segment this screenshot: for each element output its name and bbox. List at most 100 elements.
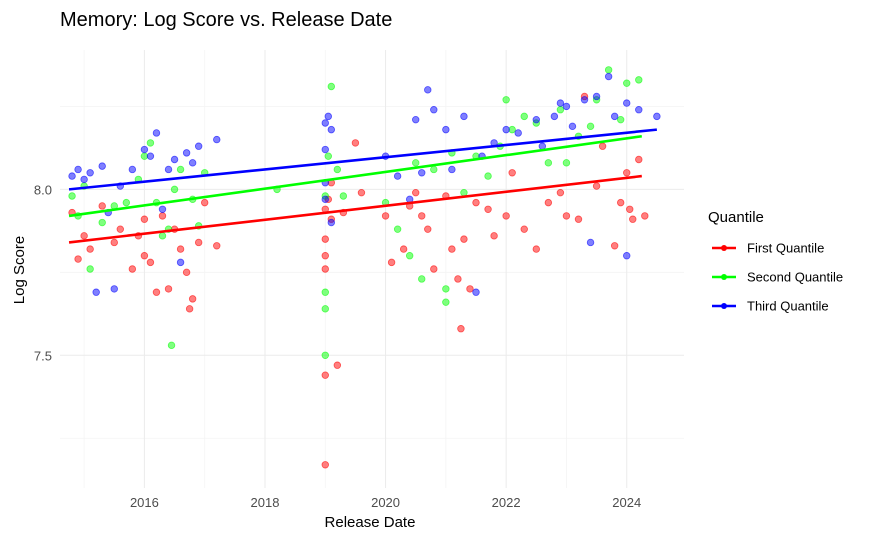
first-quantile-point bbox=[74, 255, 82, 263]
third-quantile-point bbox=[568, 122, 577, 131]
x-tick-label: 2020 bbox=[371, 495, 400, 510]
third-quantile-point bbox=[623, 252, 631, 260]
first-quantile-point bbox=[623, 169, 631, 177]
grid bbox=[60, 50, 684, 488]
first-quantile-point bbox=[635, 155, 643, 164]
second-quantile-series bbox=[68, 66, 643, 359]
first-quantile-point bbox=[454, 275, 462, 283]
third-quantile-point bbox=[98, 162, 106, 170]
third-quantile-point bbox=[80, 175, 88, 184]
first-quantile-point bbox=[321, 235, 329, 243]
first-quantile-point bbox=[176, 245, 185, 253]
third-quantile-point bbox=[586, 238, 595, 247]
second-quantile-point bbox=[393, 225, 402, 233]
first-quantile-point bbox=[610, 242, 619, 250]
x-tick-label: 2024 bbox=[612, 495, 641, 510]
third-quantile-point bbox=[327, 218, 336, 227]
x-tick-label: 2018 bbox=[251, 495, 280, 510]
second-quantile-point bbox=[170, 185, 179, 194]
third-quantile-point bbox=[158, 205, 167, 213]
third-quantile-point bbox=[502, 125, 510, 134]
first-quantile-point bbox=[641, 212, 649, 220]
second-quantile-point bbox=[146, 139, 155, 147]
first-quantile-point bbox=[598, 142, 607, 150]
y-tick-label: 8.0 bbox=[34, 182, 52, 197]
first-quantile-point bbox=[321, 265, 329, 273]
third-quantile-trend-line bbox=[68, 128, 658, 191]
second-quantile-point bbox=[339, 192, 348, 200]
first-quantile-point bbox=[357, 188, 366, 197]
first-quantile-point bbox=[321, 252, 329, 260]
first-quantile-legend-dot bbox=[721, 245, 727, 251]
first-quantile-point bbox=[146, 258, 155, 267]
first-quantile-point bbox=[448, 245, 456, 253]
first-quantile-point bbox=[80, 232, 88, 240]
first-quantile-point bbox=[616, 198, 625, 207]
third-quantile-point bbox=[324, 112, 332, 121]
third-quantile-point bbox=[653, 112, 661, 121]
y-tick-label: 7.5 bbox=[34, 348, 52, 363]
first-quantile-point bbox=[321, 461, 329, 469]
second-quantile-point bbox=[122, 198, 131, 207]
second-quantile-point bbox=[604, 66, 613, 74]
third-quantile-point bbox=[550, 112, 559, 121]
second-quantile-point bbox=[442, 298, 450, 306]
first-quantile-point bbox=[128, 265, 137, 273]
first-quantile-point bbox=[321, 371, 329, 379]
first-quantile-point bbox=[412, 188, 420, 197]
third-quantile-point bbox=[188, 159, 197, 167]
first-quantile-point bbox=[387, 258, 396, 267]
third-quantile-point bbox=[128, 165, 137, 174]
first-quantile-point bbox=[502, 212, 510, 220]
first-quantile-point bbox=[430, 265, 438, 273]
third-quantile-point bbox=[430, 106, 438, 114]
third-quantile-point bbox=[514, 129, 522, 137]
third-quantile-point bbox=[110, 285, 118, 293]
first-quantile-point bbox=[490, 232, 498, 240]
first-quantile-legend-label: First Quantile bbox=[747, 241, 824, 256]
second-quantile-point bbox=[324, 152, 332, 160]
first-quantile-point bbox=[424, 225, 432, 233]
third-quantile-point bbox=[146, 152, 155, 160]
first-quantile-point bbox=[152, 288, 161, 296]
first-quantile-point bbox=[381, 212, 390, 220]
first-quantile-trend-line bbox=[68, 174, 642, 244]
first-quantile-point bbox=[532, 245, 540, 253]
x-tick-label: 2022 bbox=[492, 495, 521, 510]
first-quantile-series bbox=[68, 92, 649, 469]
first-quantile-point bbox=[466, 285, 474, 293]
third-quantile-point bbox=[321, 195, 329, 204]
y-axis-title: Log Score bbox=[11, 236, 28, 304]
third-quantile-point bbox=[604, 72, 613, 81]
first-quantile-point bbox=[188, 295, 197, 303]
second-quantile-point bbox=[520, 112, 528, 121]
third-quantile-point bbox=[412, 115, 420, 124]
third-quantile-point bbox=[562, 102, 571, 111]
first-quantile-point bbox=[508, 169, 516, 177]
first-quantile-point bbox=[164, 285, 173, 293]
second-quantile-point bbox=[140, 152, 149, 160]
second-quantile-point bbox=[430, 165, 438, 174]
x-axis-title: Release Date bbox=[325, 514, 416, 531]
second-quantile-point bbox=[176, 165, 185, 174]
first-quantile-point bbox=[556, 188, 565, 197]
second-quantile-point bbox=[544, 159, 553, 167]
second-quantile-point bbox=[586, 122, 595, 131]
second-quantile-point bbox=[405, 252, 414, 260]
trend-layer bbox=[68, 128, 658, 244]
second-quantile-point bbox=[333, 165, 342, 174]
third-quantile-point bbox=[176, 258, 185, 267]
points-layer bbox=[68, 66, 661, 469]
third-quantile-point bbox=[170, 155, 179, 164]
third-quantile-point bbox=[182, 149, 191, 157]
second-quantile-point bbox=[508, 125, 516, 134]
first-quantile-point bbox=[520, 225, 528, 233]
first-quantile-point bbox=[574, 215, 583, 223]
chart-title: Memory: Log Score vs. Release Date bbox=[60, 9, 392, 31]
first-quantile-point bbox=[562, 212, 571, 220]
second-quantile-point bbox=[68, 192, 76, 200]
second-quantile-point bbox=[321, 288, 329, 296]
third-quantile-point bbox=[580, 96, 589, 104]
second-quantile-point bbox=[460, 188, 468, 197]
